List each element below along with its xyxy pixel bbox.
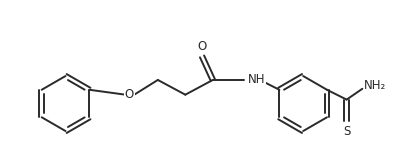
Text: O: O xyxy=(197,40,206,53)
Text: O: O xyxy=(124,88,134,101)
Text: NH₂: NH₂ xyxy=(363,79,386,92)
Text: S: S xyxy=(342,125,350,138)
Text: NH: NH xyxy=(247,73,265,86)
